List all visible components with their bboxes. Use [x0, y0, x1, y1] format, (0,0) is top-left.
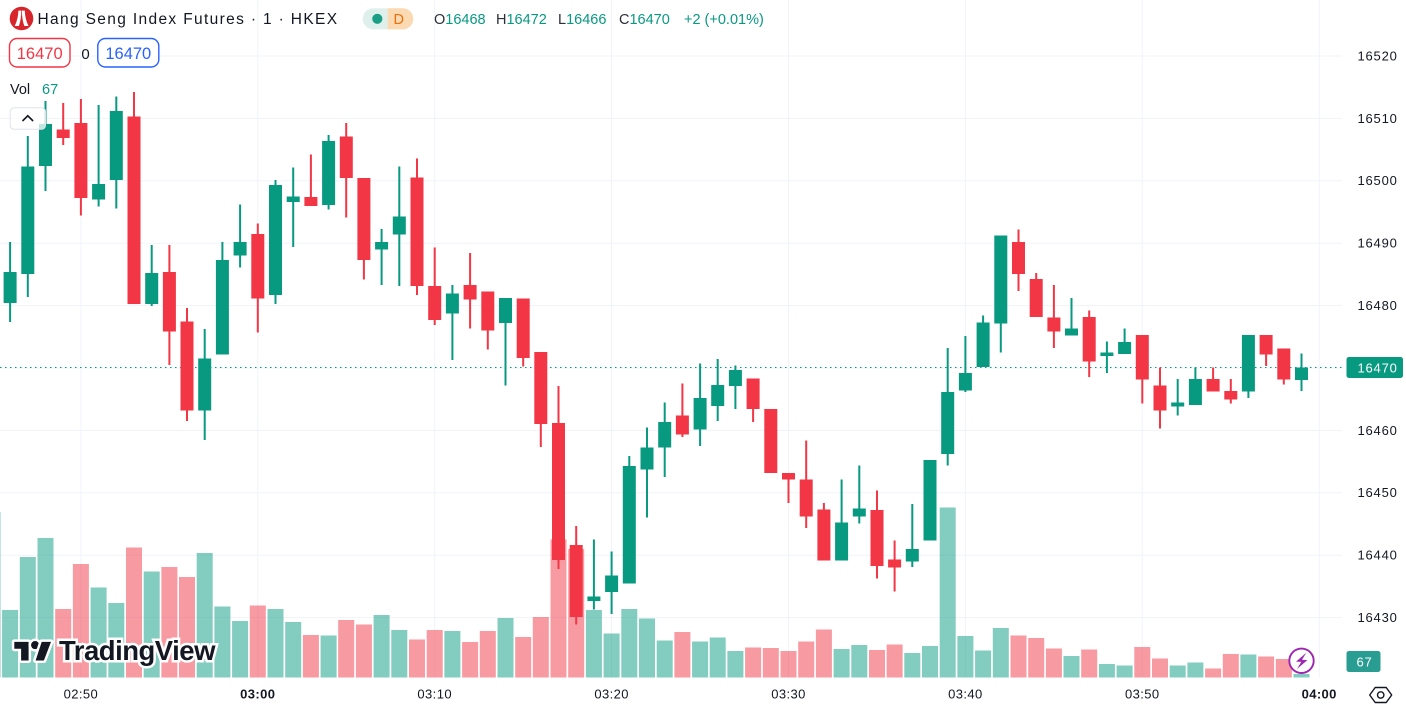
svg-text:16500: 16500: [1358, 173, 1398, 188]
svg-text:16430: 16430: [1358, 610, 1398, 625]
svg-text:67: 67: [42, 82, 58, 98]
svg-text:03:50: 03:50: [1125, 687, 1160, 702]
svg-text:Hang Seng Index Futures · 1 ·: Hang Seng Index Futures · 1 · HKEX: [38, 11, 339, 28]
svg-text:H16472: H16472: [496, 12, 547, 28]
svg-text:L16466: L16466: [558, 12, 606, 28]
svg-text:03:20: 03:20: [594, 687, 629, 702]
svg-text:D: D: [394, 12, 404, 28]
svg-text:03:40: 03:40: [948, 687, 983, 702]
svg-text:16510: 16510: [1358, 111, 1398, 126]
svg-text:C16470: C16470: [619, 12, 670, 28]
svg-text:16520: 16520: [1358, 48, 1398, 63]
svg-text:03:00: 03:00: [240, 687, 275, 702]
svg-text:16460: 16460: [1358, 423, 1398, 438]
svg-text:02:50: 02:50: [64, 687, 99, 702]
svg-text:03:30: 03:30: [771, 687, 806, 702]
svg-text:16440: 16440: [1358, 548, 1398, 563]
svg-text:16470: 16470: [105, 45, 151, 63]
svg-text:16480: 16480: [1358, 298, 1398, 313]
svg-text:Vol: Vol: [10, 82, 30, 98]
svg-text:03:10: 03:10: [417, 687, 452, 702]
svg-text:16470: 16470: [1358, 361, 1398, 376]
svg-text:16490: 16490: [1358, 236, 1398, 251]
svg-text:67: 67: [1357, 655, 1373, 670]
svg-text:04:00: 04:00: [1302, 687, 1337, 702]
svg-text:+2 (+0.01%): +2 (+0.01%): [684, 12, 764, 28]
svg-text:O16468: O16468: [434, 12, 486, 28]
svg-text:TradingView: TradingView: [59, 635, 216, 666]
svg-text:16470: 16470: [17, 45, 63, 63]
svg-text:16450: 16450: [1358, 485, 1398, 500]
svg-text:0: 0: [81, 46, 89, 63]
